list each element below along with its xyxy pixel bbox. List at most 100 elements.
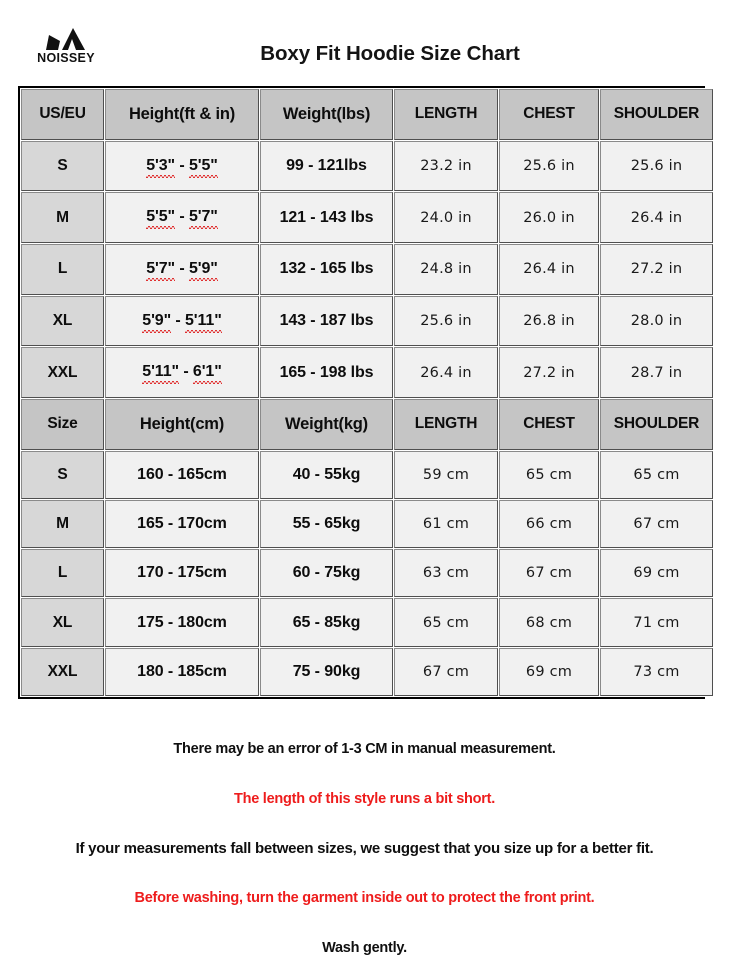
page-header: NOISSEY Boxy Fit Hoodie Size Chart (0, 0, 729, 86)
size-chart-table: US/EU Height(ft & in) Weight(lbs) LENGTH… (20, 88, 714, 697)
height-high: 5'9" (188, 259, 218, 281)
cell-length: 25.6 in (394, 295, 498, 347)
range-separator: - (175, 259, 189, 277)
mountain-peak-icon (46, 28, 85, 50)
cell-height: 170 - 175cm (105, 549, 259, 598)
cell-shoulder: 27.2 in (600, 244, 713, 295)
note-measurement-error: There may be an error of 1-3 CM in manua… (173, 741, 556, 757)
page-title: Boxy Fit Hoodie Size Chart (260, 42, 520, 65)
size-chart-table-container: US/EU Height(ft & in) Weight(lbs) LENGTH… (18, 86, 714, 699)
range-separator: - (175, 156, 189, 174)
cell-chest: 69 cm (499, 647, 599, 696)
height-low: 5'3" (146, 156, 176, 178)
cell-length: 59 cm (394, 450, 498, 499)
cell-length: 63 cm (394, 549, 498, 598)
cell-length: 67 cm (394, 647, 498, 696)
table-row: S 160 - 165cm 40 - 55kg 59 cm 65 cm 65 c… (21, 450, 713, 499)
cell-weight: 132 - 165 lbs (260, 244, 393, 295)
cell-length: 65 cm (394, 598, 498, 647)
height-low: 5'5" (146, 208, 176, 230)
column-header-size: Size (21, 399, 104, 450)
table-row: S 5'3" - 5'5" 99 - 121lbs 23.2 in 25.6 i… (21, 140, 713, 192)
cell-size: L (21, 244, 104, 295)
table-header-row-metric: Size Height(cm) Weight(kg) LENGTH CHEST … (21, 399, 713, 450)
cell-shoulder: 25.6 in (600, 140, 713, 192)
column-header-length: LENGTH (394, 399, 498, 450)
cell-weight: 55 - 65kg (260, 499, 393, 549)
column-header-weight-kg: Weight(kg) (260, 399, 393, 450)
cell-shoulder: 71 cm (600, 598, 713, 647)
cell-chest: 65 cm (499, 450, 599, 499)
cell-chest: 25.6 in (499, 140, 599, 192)
cell-chest: 68 cm (499, 598, 599, 647)
column-header-height-ft-in: Height(ft & in) (105, 89, 259, 140)
cell-shoulder: 26.4 in (600, 192, 713, 244)
brand-wordmark: NOISSEY (37, 51, 95, 65)
cell-length: 24.0 in (394, 192, 498, 244)
cell-weight: 75 - 90kg (260, 647, 393, 696)
height-low: 5'9" (142, 311, 172, 333)
cell-chest: 26.8 in (499, 295, 599, 347)
cell-shoulder: 28.7 in (600, 347, 713, 399)
column-header-length: LENGTH (394, 89, 498, 140)
cell-shoulder: 65 cm (600, 450, 713, 499)
height-high: 5'11" (185, 311, 222, 333)
cell-length: 26.4 in (394, 347, 498, 399)
cell-height: 5'7" - 5'9" (105, 244, 259, 295)
cell-shoulder: 69 cm (600, 549, 713, 598)
cell-chest: 26.4 in (499, 244, 599, 295)
table-row: XXL 5'11" - 6'1" 165 - 198 lbs 26.4 in 2… (21, 347, 713, 399)
note-wash-inside-out: Before washing, turn the garment inside … (134, 890, 595, 906)
column-header-us-eu: US/EU (21, 89, 104, 140)
height-high: 5'5" (188, 156, 218, 178)
column-header-height-cm: Height(cm) (105, 399, 259, 450)
cell-chest: 67 cm (499, 549, 599, 598)
cell-size: M (21, 192, 104, 244)
cell-length: 23.2 in (394, 140, 498, 192)
cell-height: 5'3" - 5'5" (105, 140, 259, 192)
table-row: XXL 180 - 185cm 75 - 90kg 67 cm 69 cm 73… (21, 647, 713, 696)
cell-height: 160 - 165cm (105, 450, 259, 499)
cell-shoulder: 67 cm (600, 499, 713, 549)
note-size-up: If your measurements fall between sizes,… (75, 840, 654, 857)
cell-height: 180 - 185cm (105, 647, 259, 696)
cell-chest: 27.2 in (499, 347, 599, 399)
column-header-shoulder: SHOULDER (600, 89, 713, 140)
table-row: XL 5'9" - 5'11" 143 - 187 lbs 25.6 in 26… (21, 295, 713, 347)
cell-size: XXL (21, 647, 104, 696)
column-header-weight-lbs: Weight(lbs) (260, 89, 393, 140)
cell-length: 24.8 in (394, 244, 498, 295)
cell-shoulder: 73 cm (600, 647, 713, 696)
cell-height: 5'5" - 5'7" (105, 192, 259, 244)
table-row: M 5'5" - 5'7" 121 - 143 lbs 24.0 in 26.0… (21, 192, 713, 244)
cell-height: 175 - 180cm (105, 598, 259, 647)
cell-size: S (21, 140, 104, 192)
cell-height: 5'11" - 6'1" (105, 347, 259, 399)
cell-weight: 143 - 187 lbs (260, 295, 393, 347)
table-row: L 170 - 175cm 60 - 75kg 63 cm 67 cm 69 c… (21, 549, 713, 598)
cell-size: S (21, 450, 104, 499)
height-low: 5'11" (142, 363, 179, 385)
table-row: M 165 - 170cm 55 - 65kg 61 cm 66 cm 67 c… (21, 499, 713, 549)
range-separator: - (179, 363, 193, 381)
column-header-chest: CHEST (499, 399, 599, 450)
height-low: 5'7" (146, 259, 176, 281)
cell-weight: 65 - 85kg (260, 598, 393, 647)
cell-weight: 121 - 143 lbs (260, 192, 393, 244)
cell-length: 61 cm (394, 499, 498, 549)
cell-weight: 60 - 75kg (260, 549, 393, 598)
cell-weight: 165 - 198 lbs (260, 347, 393, 399)
note-runs-short: The length of this style runs a bit shor… (234, 791, 495, 807)
range-separator: - (171, 311, 185, 329)
height-high: 5'7" (188, 208, 218, 230)
table-header-row-imperial: US/EU Height(ft & in) Weight(lbs) LENGTH… (21, 89, 713, 140)
column-header-chest: CHEST (499, 89, 599, 140)
table-row: L 5'7" - 5'9" 132 - 165 lbs 24.8 in 26.4… (21, 244, 713, 295)
cell-size: XXL (21, 347, 104, 399)
cell-height: 5'9" - 5'11" (105, 295, 259, 347)
cell-weight: 99 - 121lbs (260, 140, 393, 192)
cell-size: L (21, 549, 104, 598)
cell-weight: 40 - 55kg (260, 450, 393, 499)
brand-logo: NOISSEY (24, 27, 108, 72)
cell-size: M (21, 499, 104, 549)
